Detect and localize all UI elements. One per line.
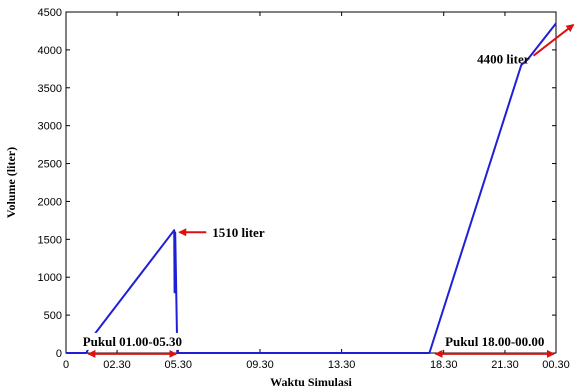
y-tick-label: 3000 [38, 121, 62, 133]
y-tick-label: 500 [44, 310, 62, 322]
volume-callout-label: 1510 liter [212, 225, 265, 240]
y-tick-label: 4000 [38, 45, 62, 57]
y-tick-label: 1500 [38, 234, 62, 246]
x-tick-label: 21.30 [491, 359, 519, 371]
y-tick-label: 1000 [38, 272, 62, 284]
x-tick-label: 05.30 [165, 359, 193, 371]
time-range-label: Pukul 01.00-05.30 [83, 334, 182, 349]
y-tick-label: 3500 [38, 83, 62, 95]
y-tick-label: 0 [56, 348, 62, 360]
x-tick-label: 18.30 [430, 359, 458, 371]
x-tick-label: 13.30 [328, 359, 356, 371]
axes: 0 500 1000 1500 2000 2500 3000 3500 4000 4500 0 02.… [38, 7, 570, 371]
annotations-layer: 1510 liter 4400 liter Pukul 01.00-05.30 Puk… [80, 23, 575, 358]
x-tick-label: 09.30 [246, 359, 274, 371]
y-tick-label: 4500 [38, 7, 62, 19]
volume-callout-label: 4400 liter [477, 52, 530, 67]
time-range-label-bg [80, 332, 185, 350]
y-axis-label: Volume (liter) [4, 147, 18, 218]
x-axis-label: Waktu Simulasi [270, 375, 352, 389]
x-tick-label: 00.30 [542, 359, 570, 371]
time-range-label-bg [443, 332, 547, 350]
time-range-label: Pukul 18.00-00.00 [445, 334, 544, 349]
y-tick-label: 2500 [38, 159, 62, 171]
plot-frame [65, 11, 557, 354]
volume-callout-arrow [532, 23, 575, 57]
x-tick-label: 02.30 [103, 359, 131, 371]
x-tick-label: 0 [63, 359, 69, 371]
y-tick-label: 2000 [38, 196, 62, 208]
